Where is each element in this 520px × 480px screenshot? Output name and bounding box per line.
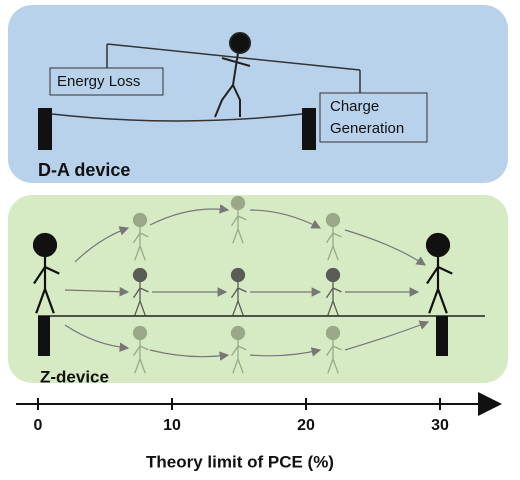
body [230, 339, 247, 374]
loss-label: Energy Loss [57, 73, 140, 90]
arrow [64, 324, 130, 353]
tick-label: 30 [431, 417, 449, 434]
arrow [249, 209, 322, 229]
pole [106, 43, 361, 71]
walker [214, 32, 251, 118]
post [302, 108, 316, 150]
stick-figure [230, 267, 247, 316]
head [230, 325, 246, 341]
panel-title: D-A device [38, 160, 130, 180]
panel-title: Z-device [40, 367, 109, 386]
head [325, 325, 341, 341]
head [325, 267, 341, 283]
tick-label: 20 [297, 417, 315, 434]
stick-figure [325, 267, 342, 316]
loss-box [49, 67, 164, 96]
arrow [249, 347, 322, 357]
stick-figure [325, 212, 342, 261]
arrow [344, 229, 426, 266]
head [132, 325, 148, 341]
body [325, 339, 342, 374]
stick-figure [425, 232, 453, 314]
stick-figure [132, 267, 149, 316]
stick-figure [32, 232, 60, 314]
body [230, 209, 247, 244]
body [325, 226, 342, 261]
body [426, 256, 453, 314]
generation-label: Generation [330, 120, 404, 137]
tick-label: 0 [34, 417, 43, 434]
axis-label: Theory limit of PCE (%) [146, 452, 334, 471]
head [132, 212, 148, 228]
arrow [149, 349, 230, 361]
arrow [64, 286, 130, 297]
body [325, 281, 342, 316]
head [230, 195, 246, 211]
stick-figure [325, 325, 342, 374]
body [33, 256, 60, 314]
body [132, 281, 149, 316]
head [325, 212, 341, 228]
stick-figure [132, 325, 149, 374]
da-panel [8, 5, 508, 183]
body [230, 281, 247, 316]
z-panel [8, 195, 508, 383]
head [425, 232, 451, 258]
arrow [149, 204, 230, 226]
arrow [344, 320, 430, 351]
body [132, 226, 149, 261]
stick-figure [230, 325, 247, 374]
arrow [74, 226, 130, 263]
body [132, 339, 149, 374]
head [230, 267, 246, 283]
generation-box [319, 92, 428, 143]
post [436, 316, 448, 356]
stick-figure [132, 212, 149, 261]
generation-label: Charge [330, 98, 379, 115]
rope [51, 113, 303, 122]
head [32, 232, 58, 258]
post [38, 316, 50, 356]
tick-label: 10 [163, 417, 181, 434]
post [38, 108, 52, 150]
head [132, 267, 148, 283]
stick-figure [230, 195, 247, 244]
